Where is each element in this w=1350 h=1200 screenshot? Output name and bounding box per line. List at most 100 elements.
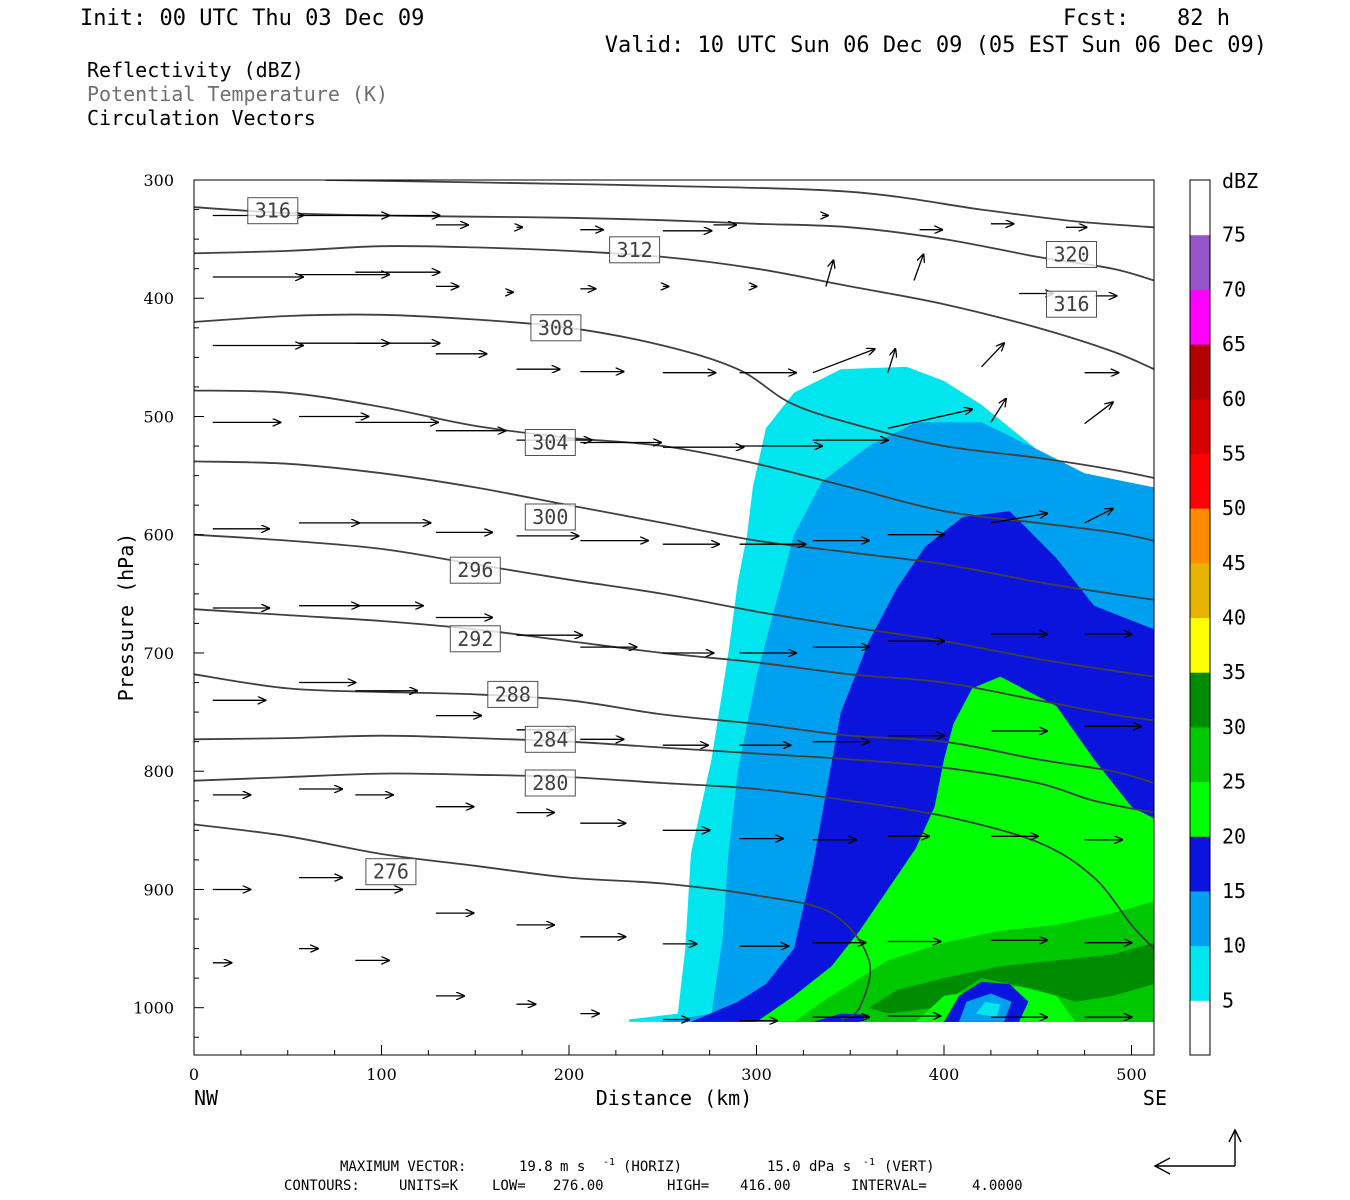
valid-time: Valid: 10 UTC Sun 06 Dec 09 (05 EST Sun … xyxy=(605,33,1267,58)
fcst-value: 82 h xyxy=(1177,6,1230,31)
colorbar-label-75: 75 xyxy=(1222,223,1246,247)
max-vector-vert-units: dPa s xyxy=(809,1159,851,1175)
theta-label-300-6: 300 xyxy=(524,503,576,531)
colorbar-swatch-15 xyxy=(1190,180,1210,236)
colorbar-swatch-7 xyxy=(1190,617,1210,673)
max-vector-vert-value: 15.0 xyxy=(767,1159,801,1175)
y-tick-label-600: 600 xyxy=(143,526,174,545)
theta-contour-304-7 xyxy=(194,389,1154,542)
theta-contour-layer xyxy=(194,180,1154,1021)
colorbar-frame xyxy=(1189,179,1211,1056)
theta-contour-292-4 xyxy=(194,608,1154,722)
colorbar-label-20: 20 xyxy=(1222,824,1246,848)
max-vector-vert-tag: (VERT) xyxy=(884,1159,935,1175)
theta-contour-316-10 xyxy=(194,206,1154,282)
plot-frame xyxy=(193,179,1155,1056)
colorbar-swatch-11 xyxy=(1190,398,1210,454)
colorbar-label-45: 45 xyxy=(1222,551,1246,575)
svg-text:292: 292 xyxy=(457,627,493,651)
svg-text:308: 308 xyxy=(538,316,574,340)
vector-21 xyxy=(913,255,923,281)
colorbar-label-70: 70 xyxy=(1222,277,1246,301)
colorbar-label-10: 10 xyxy=(1222,934,1246,958)
theta-contour-320-12 xyxy=(325,180,1154,229)
vector-59 xyxy=(1084,509,1113,524)
colorbar-swatch-2 xyxy=(1190,890,1210,947)
svg-text:300: 300 xyxy=(532,505,568,529)
vector-33 xyxy=(887,349,896,373)
axis-tick-layer: 0 100 200 300 400 500 300 400 500 600 700 800 900 100… xyxy=(133,171,1146,1084)
field-circulation-vectors: Circulation Vectors xyxy=(87,106,316,130)
theta-contour-296-5 xyxy=(194,533,1154,678)
colorbar-swatch-1 xyxy=(1190,945,1210,1001)
colorbar: 5 10 15 20 25 30 35 40 45 50 55 60 65 70 75 xyxy=(1189,179,1246,1056)
x-end-label-se: SE xyxy=(1143,1086,1167,1110)
contours-interval-label: INTERVAL= xyxy=(851,1178,927,1194)
colorbar-title: dBZ xyxy=(1222,169,1258,193)
fcst-label: Fcst: xyxy=(1063,6,1129,31)
max-vector-horiz-tag: (HORIZ) xyxy=(623,1159,682,1175)
svg-text:276: 276 xyxy=(373,860,409,884)
y-tick-label-900: 900 xyxy=(143,881,174,900)
theta-label-304-7: 304 xyxy=(524,429,576,456)
contours-label: CONTOURS: xyxy=(284,1178,360,1194)
field-reflectivity: Reflectivity (dBZ) xyxy=(87,58,304,82)
y-tick-label-500: 500 xyxy=(143,408,174,427)
colorbar-swatch-12 xyxy=(1190,344,1210,400)
x-tick-label-400: 400 xyxy=(929,1065,960,1084)
vector-46 xyxy=(990,399,1006,423)
init-time: Init: 00 UTC Thu 03 Dec 09 xyxy=(80,6,424,31)
vector-58 xyxy=(990,513,1047,524)
svg-text:284: 284 xyxy=(532,727,568,751)
colorbar-swatch-5 xyxy=(1190,726,1210,783)
theta-label-276-0: 276 xyxy=(365,858,417,886)
colorbar-swatch-6 xyxy=(1190,672,1210,728)
vector-34 xyxy=(981,343,1005,368)
svg-text:288: 288 xyxy=(495,682,531,706)
max-vector-label: MAXIMUM VECTOR: xyxy=(340,1159,466,1175)
svg-text:280: 280 xyxy=(532,771,568,795)
svg-text:320: 320 xyxy=(1053,243,1089,267)
x-tick-label-0: 0 xyxy=(189,1065,199,1084)
x-end-label-nw: NW xyxy=(194,1086,219,1110)
theta-label-316-11: 316 xyxy=(1046,290,1097,318)
theta-label-316-10: 316 xyxy=(247,197,299,225)
colorbar-swatch-8 xyxy=(1190,562,1210,618)
y-tick-label-300: 300 xyxy=(143,171,174,190)
svg-text:316: 316 xyxy=(255,199,291,223)
svg-text:304: 304 xyxy=(532,431,568,455)
svg-text:296: 296 xyxy=(457,558,493,582)
theta-contour-308-8 xyxy=(194,313,1154,479)
theta-contour-284-2 xyxy=(194,734,1154,814)
contours-high-value: 416.00 xyxy=(740,1178,791,1194)
vector-20 xyxy=(825,260,834,287)
y-tick-label-800: 800 xyxy=(143,762,174,781)
theta-label-280-1: 280 xyxy=(524,769,576,797)
colorbar-swatch-3 xyxy=(1190,836,1210,892)
theta-label-308-8: 308 xyxy=(530,314,582,342)
y-axis-title: Pressure (hPa) xyxy=(114,533,138,702)
theta-label-288-3: 288 xyxy=(487,680,539,708)
x-tick-label-500: 500 xyxy=(1116,1065,1147,1084)
colorbar-swatch-13 xyxy=(1190,289,1210,345)
colorbar-label-55: 55 xyxy=(1222,441,1246,465)
svg-text:312: 312 xyxy=(617,238,653,262)
x-tick-label-300: 300 xyxy=(741,1065,772,1084)
max-vector-horiz-exp: -1 xyxy=(603,1157,615,1168)
x-tick-label-200: 200 xyxy=(554,1065,585,1084)
x-tick-label-100: 100 xyxy=(366,1065,397,1084)
contours-interval-value: 4.0000 xyxy=(972,1178,1023,1194)
y-tick-label-1000: 1000 xyxy=(133,999,174,1018)
contours-low-label: LOW= xyxy=(492,1178,526,1194)
reflectivity-region-5dbz-9 xyxy=(975,1001,1001,1018)
reflectivity-fill-layer xyxy=(629,366,1154,1022)
theta-contour-312-9 xyxy=(194,245,1154,371)
colorbar-swatch-4 xyxy=(1190,781,1210,837)
vector-45 xyxy=(887,409,972,429)
theta-contour-280-1 xyxy=(194,772,1154,950)
theta-contour-288-3 xyxy=(194,673,1154,784)
x-axis-title: Distance (km) xyxy=(596,1086,753,1110)
theta-contour-276-0 xyxy=(194,823,872,1021)
